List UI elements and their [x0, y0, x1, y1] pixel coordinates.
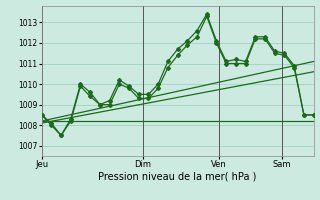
X-axis label: Pression niveau de la mer( hPa ): Pression niveau de la mer( hPa )	[99, 172, 257, 182]
